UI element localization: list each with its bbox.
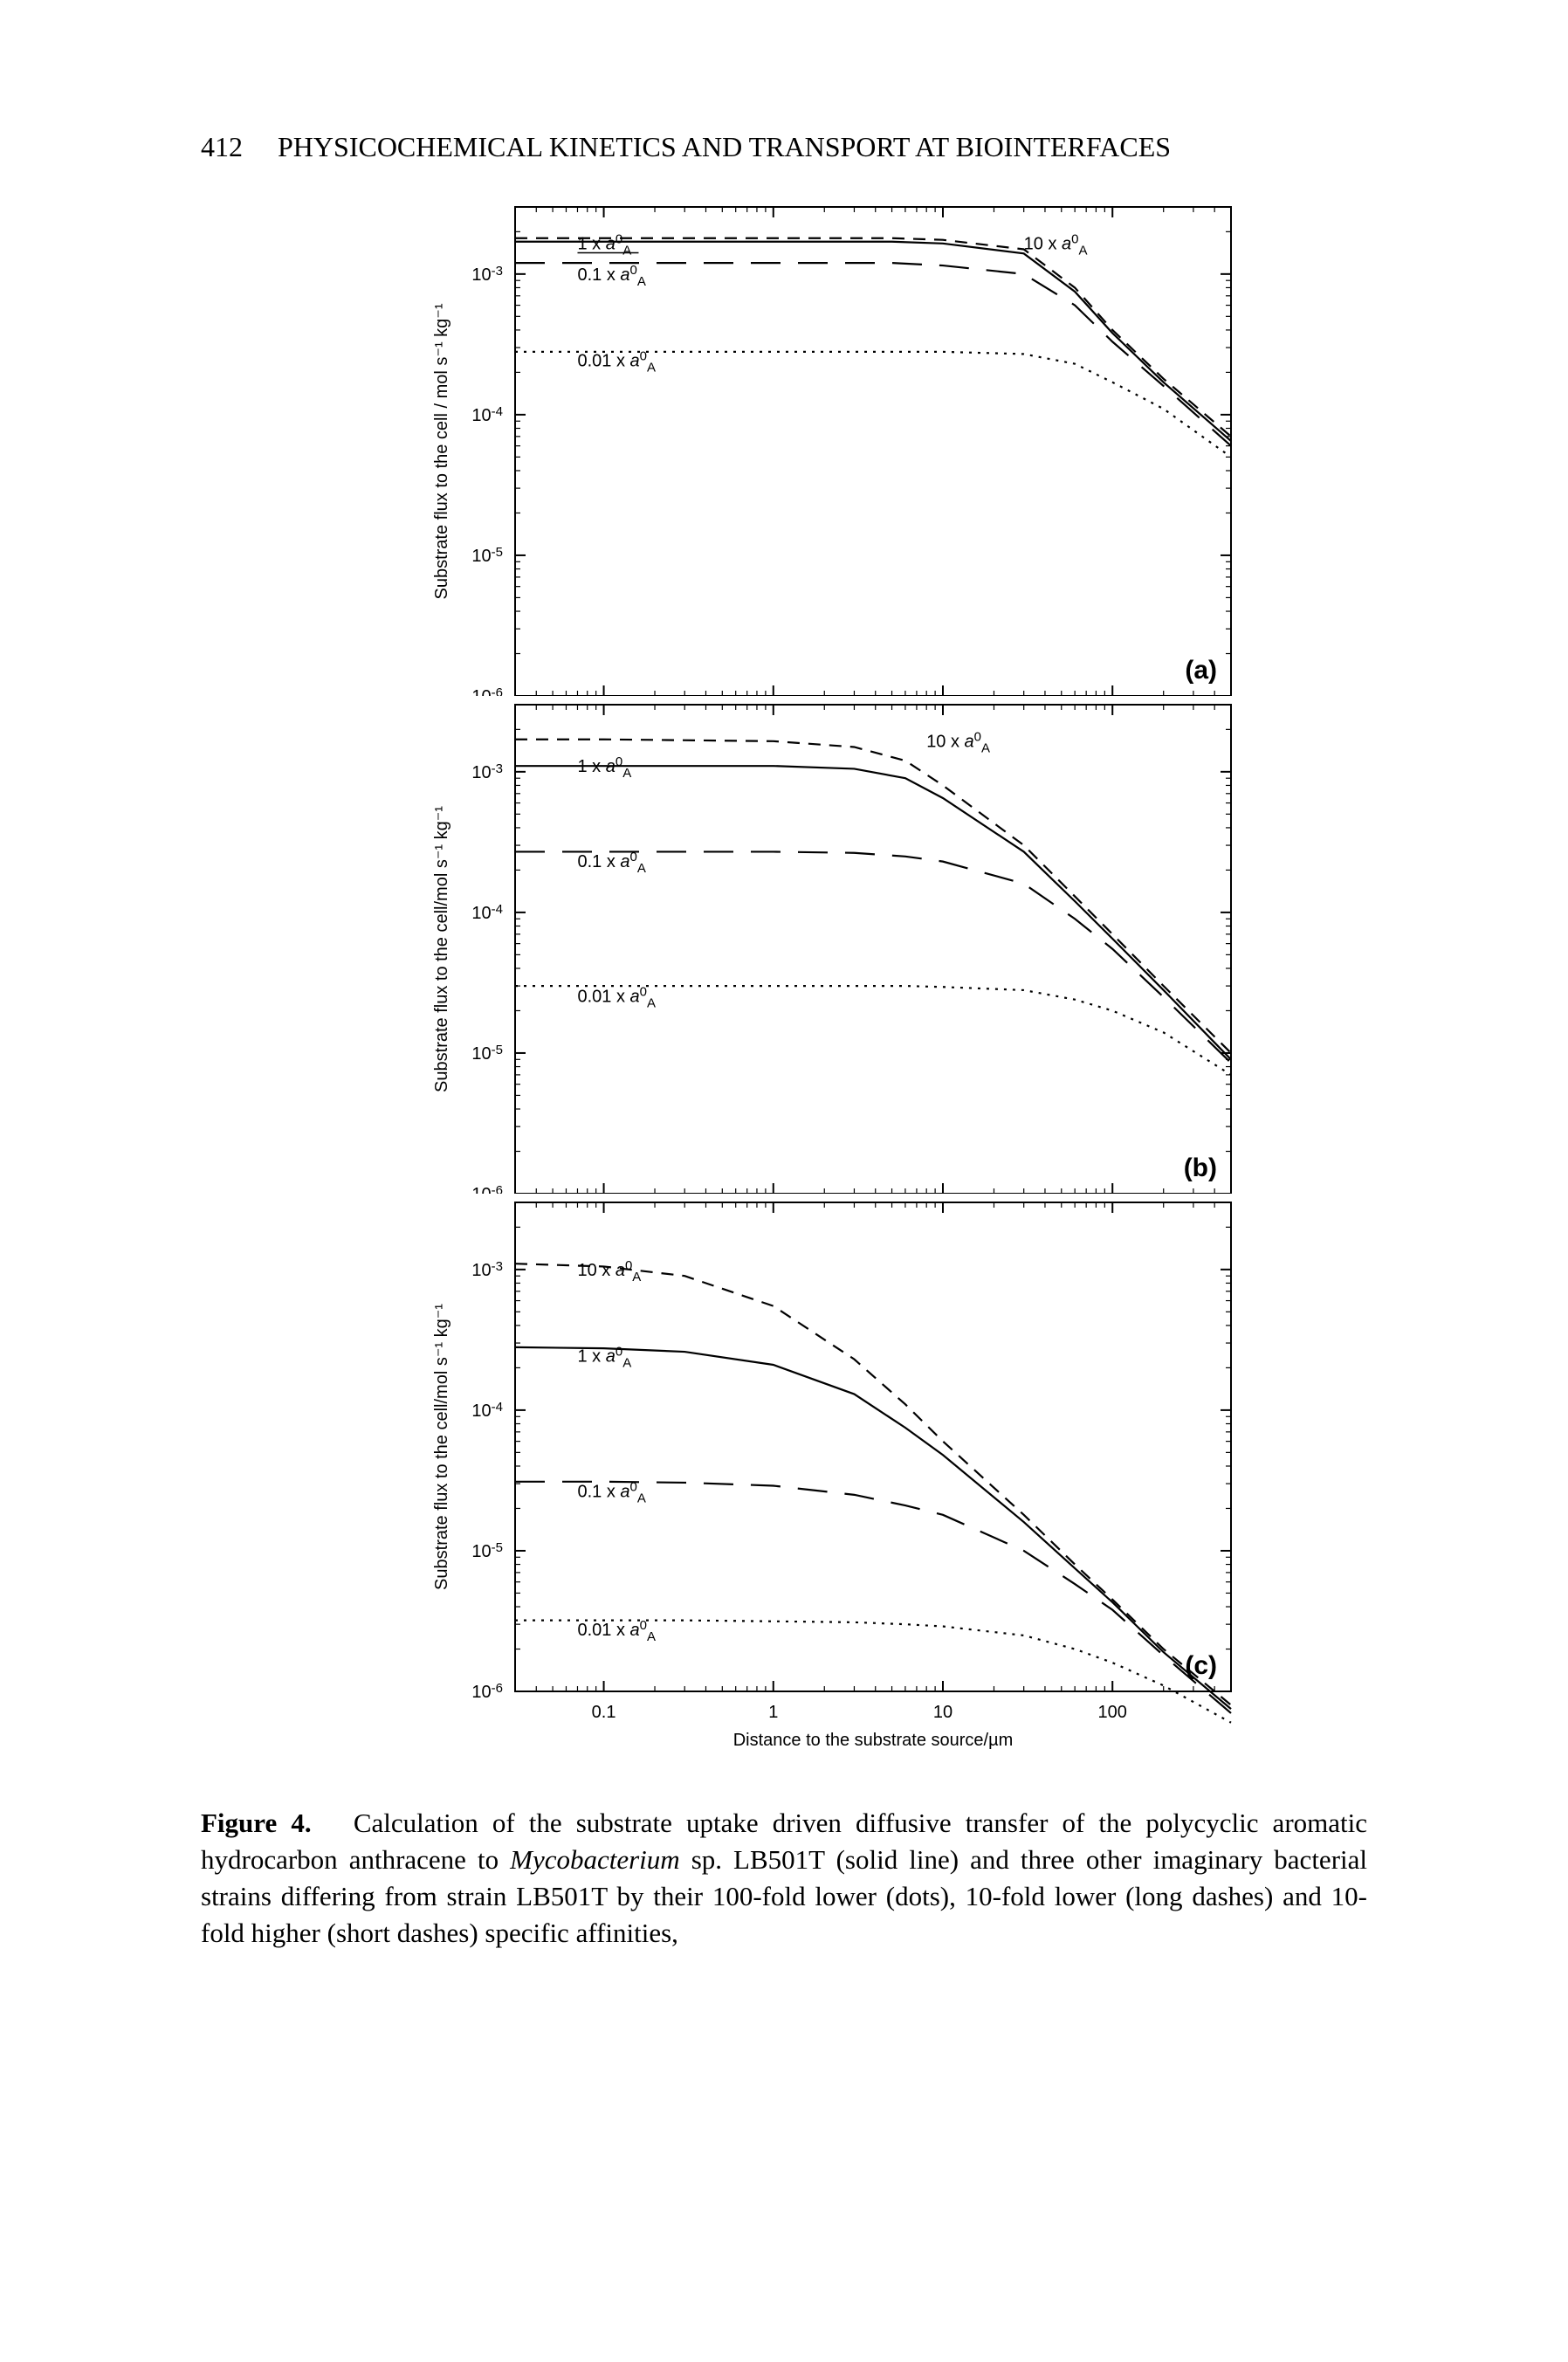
svg-text:10-5: 10-5 — [471, 1540, 503, 1561]
svg-text:10-6: 10-6 — [471, 1183, 503, 1194]
svg-text:10: 10 — [933, 1703, 952, 1722]
svg-text:10-5: 10-5 — [471, 1043, 503, 1064]
svg-text:(a): (a) — [1185, 656, 1217, 685]
caption-p2: Mycobacterium — [510, 1844, 680, 1875]
svg-text:10-3: 10-3 — [471, 761, 503, 782]
running-head-text: PHYSICOCHEMICAL KINETICS AND TRANSPORT A… — [278, 131, 1171, 162]
svg-text:100: 100 — [1098, 1703, 1127, 1722]
svg-text:(b): (b) — [1184, 1153, 1217, 1182]
svg-text:10-5: 10-5 — [471, 545, 503, 566]
panel-c: 10-6 10-5 10-4 10-3 0.1 1 10 100 Distance to the… — [410, 1194, 1248, 1770]
svg-text:10-4: 10-4 — [471, 404, 503, 425]
svg-text:Distance to the substrate sour: Distance to the substrate source/µm — [733, 1731, 1014, 1750]
svg-text:10-6: 10-6 — [471, 685, 503, 696]
page-number: 412 — [201, 131, 271, 163]
panel-b: 10-6 10-5 10-4 10-3 Substrate flux to the ce… — [410, 696, 1248, 1194]
svg-text:10-3: 10-3 — [471, 1259, 503, 1280]
svg-text:Substrate flux to the cell/mol: Substrate flux to the cell/mol s⁻¹ kg⁻¹ — [432, 1304, 451, 1590]
svg-text:10-3: 10-3 — [471, 264, 503, 285]
svg-text:10-4: 10-4 — [471, 902, 503, 923]
svg-text:10-6: 10-6 — [471, 1681, 503, 1702]
figure-panels: 10-6 10-5 10-4 10-3 Substrate flux to the ce… — [410, 198, 1367, 1770]
svg-text:10-4: 10-4 — [471, 1400, 503, 1421]
running-head: 412 PHYSICOCHEMICAL KINETICS AND TRANSPO… — [201, 131, 1367, 163]
svg-text:Substrate flux to the cell / m: Substrate flux to the cell / mol s⁻¹ kg⁻… — [432, 303, 451, 599]
svg-text:1: 1 — [768, 1703, 778, 1722]
figure-number: Figure 4. — [201, 1808, 312, 1838]
panel-a: 10-6 10-5 10-4 10-3 Substrate flux to the ce… — [410, 198, 1248, 696]
svg-text:Substrate flux to the cell/mol: Substrate flux to the cell/mol s⁻¹ kg⁻¹ — [432, 806, 451, 1092]
svg-text:0.1: 0.1 — [592, 1703, 616, 1722]
figure-caption: Figure 4. Calculation of the substrate u… — [201, 1805, 1367, 1951]
svg-text:(c): (c) — [1185, 1651, 1217, 1680]
